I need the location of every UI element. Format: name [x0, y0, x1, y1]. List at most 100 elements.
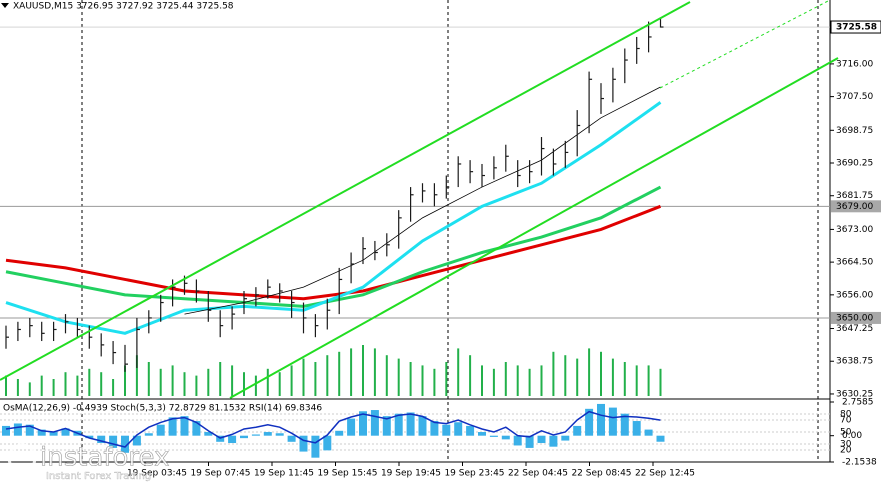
price-bar	[350, 252, 355, 284]
x-tick-label: 19 Sep 15:45	[317, 469, 377, 479]
osma-bar	[501, 435, 510, 440]
menu-arrow	[1, 3, 9, 8]
chart-title: XAUUSD,M15 3726.95 3727.92 3725.44 3725.…	[13, 2, 234, 12]
level-box	[831, 311, 881, 324]
indicator-title: OsMA(12,26,9) -0.4939 Stoch(5,3,3) 72.87…	[3, 404, 322, 414]
osma-bar	[287, 435, 296, 442]
price-bar	[207, 290, 212, 322]
osma-bar	[537, 435, 546, 444]
y-tick-label: 3656.00	[836, 290, 873, 300]
marks: 3716.00 3707.50 3698.75 3690.25 3681.75 3673.…	[0, 18, 881, 479]
level-label: 3650.00	[836, 313, 873, 323]
osma-bar	[37, 429, 46, 436]
channel-lower	[229, 57, 839, 399]
osma-bar	[644, 429, 653, 436]
moving-average	[5, 185, 662, 308]
osma-bar	[13, 423, 22, 436]
price-bar	[5, 325, 9, 349]
osma-bar	[632, 421, 641, 436]
osma-bar	[347, 418, 356, 436]
osma-bar	[430, 421, 439, 436]
indicator-tick-label: 80	[840, 410, 852, 420]
osma-bar	[418, 416, 427, 436]
level-label: 3679.00	[836, 202, 873, 212]
osma-bar	[620, 413, 629, 436]
price-bar	[255, 287, 259, 307]
rsi-line	[5, 410, 661, 448]
osma-bar	[489, 435, 498, 437]
osma-bar	[525, 435, 534, 448]
price-bar	[160, 294, 164, 322]
indicator-tick-label: 30	[840, 440, 852, 450]
price-bar	[291, 290, 295, 318]
osma-bar	[585, 408, 594, 436]
price-bar	[29, 317, 33, 338]
osma-bar	[549, 435, 558, 447]
price-bar	[219, 310, 224, 338]
watermark-logo	[7, 443, 37, 473]
channel-upper	[0, 1, 691, 381]
price-bar	[112, 341, 117, 365]
level-box	[831, 200, 881, 213]
x-tick-label: 19 Sep 11:45	[254, 469, 314, 479]
price-bar	[647, 21, 652, 53]
price-bar	[124, 344, 128, 372]
price-bar	[148, 310, 152, 334]
osma-bar	[513, 435, 522, 446]
price-bar	[64, 314, 69, 334]
osma-bar	[192, 421, 201, 436]
osma-bar	[144, 433, 153, 436]
price-bar	[338, 267, 343, 315]
x-tick-label: 22 Sep 08:45	[571, 469, 631, 479]
price-label: 3725.58	[836, 23, 877, 33]
moving-average	[5, 101, 662, 335]
osma-bar	[263, 432, 272, 436]
y-tick-label: 3681.75	[836, 191, 873, 201]
osma-bar	[97, 435, 106, 444]
price-bar	[612, 67, 616, 103]
price-bar	[41, 321, 45, 342]
indicator-tick-label: 20	[840, 446, 852, 456]
price-bar	[469, 160, 474, 184]
osma-bar	[573, 425, 582, 436]
price-bar	[445, 175, 450, 199]
y-tick-label: 3716.00	[836, 59, 873, 69]
osma-bar	[240, 435, 248, 439]
price-bar	[528, 160, 533, 184]
y-tick-label: 3647.25	[836, 324, 873, 334]
price-bar	[52, 321, 57, 342]
price-bar	[267, 279, 271, 299]
watermark: instaforex Instant Forex Trading	[7, 442, 170, 482]
y-tick-label: 3690.25	[836, 159, 873, 169]
osma-bar	[275, 433, 284, 436]
y-tick-label: 3673.00	[836, 225, 873, 235]
y-tick-label: 3707.50	[836, 92, 873, 102]
x-tick-label: 19 Sep 19:45	[381, 469, 441, 479]
osma-bar	[406, 412, 415, 436]
osma-bar	[394, 413, 403, 436]
price-bar	[481, 163, 485, 188]
price-bar	[76, 317, 81, 338]
osma-bar	[442, 424, 451, 436]
price-bar	[136, 317, 140, 368]
price-bar	[398, 210, 402, 249]
x-tick-label: 19 Sep 23:45	[444, 469, 504, 479]
price-bar	[600, 83, 604, 114]
osma-bar	[597, 403, 605, 436]
osma-bar	[228, 435, 237, 444]
watermark-text: instaforex	[40, 443, 169, 473]
price-bar	[517, 160, 521, 188]
osma-bar	[311, 435, 320, 458]
price-bar	[279, 283, 283, 303]
price-bar	[172, 279, 176, 307]
osma-bar	[49, 432, 58, 436]
indicator-tick-label: 0.00	[842, 431, 862, 441]
price-bar	[100, 333, 105, 357]
price-bar	[314, 314, 319, 338]
osma-bar	[156, 424, 165, 436]
osma-bar	[180, 416, 189, 436]
price-bar	[231, 306, 236, 330]
y-tick-label: 3698.75	[836, 126, 873, 136]
price-bar	[493, 156, 497, 180]
